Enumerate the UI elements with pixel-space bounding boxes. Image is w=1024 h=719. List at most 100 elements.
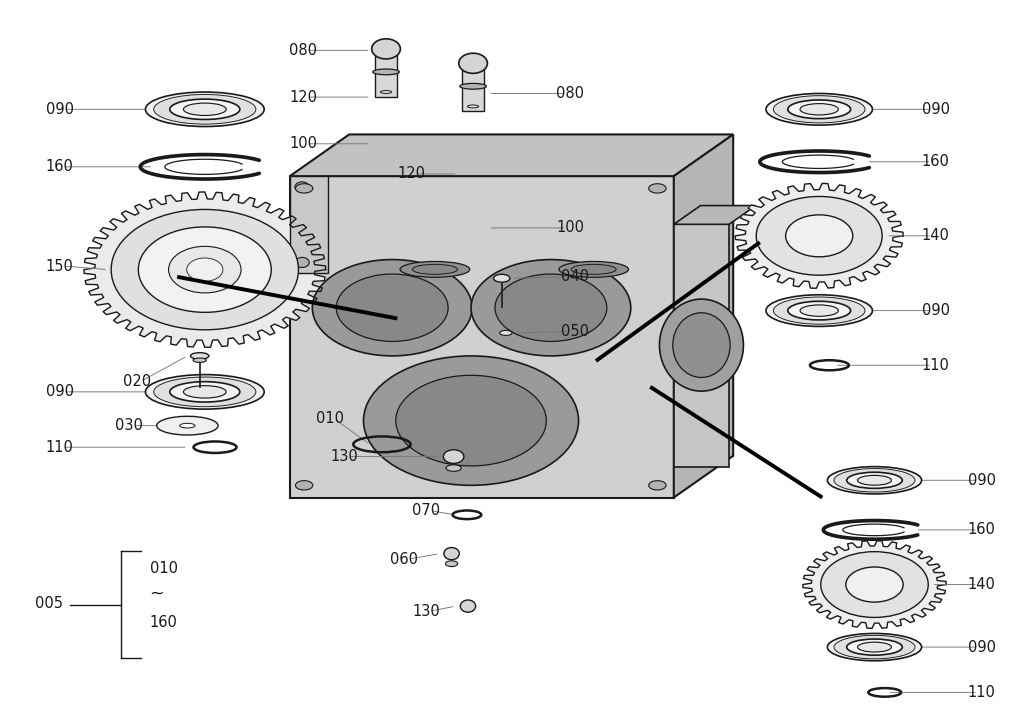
Text: 090: 090 <box>46 385 74 399</box>
Text: 060: 060 <box>390 552 418 567</box>
Polygon shape <box>674 206 756 224</box>
Ellipse shape <box>295 480 313 490</box>
Ellipse shape <box>183 103 226 116</box>
Ellipse shape <box>364 356 579 485</box>
Ellipse shape <box>295 182 309 192</box>
Ellipse shape <box>193 358 207 362</box>
Ellipse shape <box>766 93 872 125</box>
Ellipse shape <box>112 209 298 330</box>
Text: 050: 050 <box>561 324 589 339</box>
Text: 080: 080 <box>556 86 584 101</box>
Polygon shape <box>735 183 903 288</box>
Ellipse shape <box>157 416 218 435</box>
Ellipse shape <box>373 69 399 75</box>
Text: 030: 030 <box>116 418 143 433</box>
Ellipse shape <box>443 450 464 464</box>
Text: 010: 010 <box>150 562 177 576</box>
Ellipse shape <box>295 257 309 267</box>
Polygon shape <box>674 134 733 498</box>
Text: 090: 090 <box>968 640 995 654</box>
Ellipse shape <box>756 196 883 275</box>
Ellipse shape <box>785 215 853 257</box>
Ellipse shape <box>381 91 391 93</box>
Ellipse shape <box>460 83 486 89</box>
Text: 120: 120 <box>290 90 317 104</box>
Polygon shape <box>462 68 484 111</box>
Ellipse shape <box>847 472 902 488</box>
Ellipse shape <box>500 331 512 335</box>
Text: 130: 130 <box>331 449 358 464</box>
Text: 020: 020 <box>124 374 152 388</box>
Ellipse shape <box>400 262 470 278</box>
Ellipse shape <box>190 352 209 359</box>
Ellipse shape <box>395 375 547 466</box>
Ellipse shape <box>145 375 264 409</box>
Ellipse shape <box>494 275 510 282</box>
Text: 160: 160 <box>922 155 949 169</box>
Ellipse shape <box>766 295 872 326</box>
Text: 090: 090 <box>968 473 995 487</box>
Ellipse shape <box>495 274 607 342</box>
Ellipse shape <box>446 465 461 472</box>
Ellipse shape <box>295 184 313 193</box>
Ellipse shape <box>649 184 666 193</box>
Text: 005: 005 <box>36 597 63 611</box>
Polygon shape <box>290 176 674 498</box>
Ellipse shape <box>183 385 226 398</box>
Text: 090: 090 <box>922 303 949 318</box>
Polygon shape <box>803 541 946 628</box>
Text: 120: 120 <box>397 167 425 181</box>
Text: 110: 110 <box>922 358 949 372</box>
Ellipse shape <box>445 561 458 567</box>
Ellipse shape <box>413 265 458 275</box>
Ellipse shape <box>170 382 240 402</box>
Ellipse shape <box>673 313 730 377</box>
Ellipse shape <box>145 92 264 127</box>
Ellipse shape <box>461 600 475 613</box>
Ellipse shape <box>800 305 839 316</box>
Text: 140: 140 <box>968 577 995 592</box>
Ellipse shape <box>444 548 459 559</box>
Ellipse shape <box>312 260 472 356</box>
Ellipse shape <box>773 297 865 324</box>
Text: 090: 090 <box>46 102 74 116</box>
Ellipse shape <box>467 105 479 108</box>
Ellipse shape <box>857 475 892 485</box>
Polygon shape <box>290 134 733 176</box>
Ellipse shape <box>169 247 241 293</box>
Ellipse shape <box>154 377 256 407</box>
Ellipse shape <box>827 633 922 661</box>
Text: 160: 160 <box>150 615 177 630</box>
Ellipse shape <box>787 301 851 320</box>
Ellipse shape <box>773 96 865 123</box>
Ellipse shape <box>827 467 922 494</box>
Ellipse shape <box>154 94 256 124</box>
Ellipse shape <box>834 469 915 492</box>
Polygon shape <box>375 53 397 97</box>
Text: 160: 160 <box>46 160 74 174</box>
Ellipse shape <box>571 265 616 275</box>
Ellipse shape <box>659 299 743 391</box>
Ellipse shape <box>834 636 915 659</box>
Text: 160: 160 <box>968 523 995 537</box>
Text: 010: 010 <box>316 411 344 426</box>
Ellipse shape <box>336 274 449 342</box>
Text: 070: 070 <box>413 503 440 518</box>
Ellipse shape <box>787 100 851 119</box>
Ellipse shape <box>847 639 902 655</box>
Text: 110: 110 <box>46 440 74 454</box>
Text: 140: 140 <box>922 229 949 243</box>
Text: 150: 150 <box>46 259 74 273</box>
Text: 090: 090 <box>922 102 949 116</box>
Ellipse shape <box>138 227 271 312</box>
Text: 100: 100 <box>290 137 317 151</box>
Ellipse shape <box>170 99 240 119</box>
Ellipse shape <box>649 480 666 490</box>
Polygon shape <box>674 224 729 467</box>
Text: 130: 130 <box>413 604 440 618</box>
Text: ~: ~ <box>150 585 164 603</box>
Ellipse shape <box>459 53 487 73</box>
Ellipse shape <box>846 567 903 602</box>
Ellipse shape <box>186 258 223 281</box>
Polygon shape <box>290 176 328 273</box>
